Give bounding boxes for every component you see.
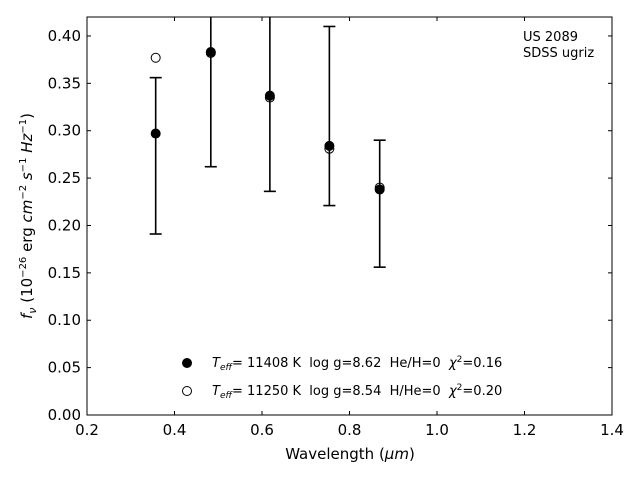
error-bars (149, 17, 386, 268)
filled-point-0 (150, 128, 161, 139)
x-tick-label-0: 0.2 (75, 421, 99, 439)
x-tick-labels: 0.2 0.4 0.6 0.8 1.0 1.2 1.4 (75, 421, 624, 439)
annotation: US 2089 SDSS ugriz (523, 30, 594, 61)
y-tick-label-8: 0.40 (48, 27, 81, 45)
x-tick-label-3: 0.8 (338, 421, 362, 439)
annotation-line-1: US 2089 (523, 30, 578, 45)
y-tick-labels: 0.00 0.05 0.10 0.15 0.20 0.25 0.30 0.35 0.40 (48, 27, 81, 424)
y-tick-label-4: 0.20 (48, 216, 81, 234)
x-axis-label: Wavelength (μm) (285, 445, 415, 463)
legend: Teff= 11408 K log g=8.62 He/H=0 χ2=0.16 … (182, 355, 502, 401)
legend-marker-open (182, 386, 192, 396)
data-markers (150, 47, 385, 195)
y-tick-label-3: 0.15 (48, 264, 81, 282)
y-tick-label-2: 0.10 (48, 311, 81, 329)
y-axis-label: fν (10−26 erg cm−2 s−1 Hz−1) (18, 113, 39, 319)
legend-entry-2: Teff= 11250 K log g=8.54 H/He=0 χ2=0.20 (212, 383, 502, 401)
x-tick-label-1: 0.4 (163, 421, 187, 439)
x-tick-label-5: 1.2 (513, 421, 537, 439)
y-tick-label-0: 0.00 (48, 406, 81, 424)
filled-point-1 (205, 47, 216, 58)
y-tick-label-5: 0.25 (48, 169, 81, 187)
annotation-line-2: SDSS ugriz (523, 46, 594, 61)
filled-point-4 (374, 184, 385, 195)
legend-marker-filled (182, 358, 192, 368)
y-tick-label-6: 0.30 (48, 122, 81, 140)
legend-entry-1: Teff= 11408 K log g=8.62 He/H=0 χ2=0.16 (212, 355, 502, 373)
plot-area (86, 16, 613, 416)
y-tick-label-1: 0.05 (48, 359, 81, 377)
x-tick-label-2: 0.6 (250, 421, 274, 439)
y-tick-label-7: 0.35 (48, 74, 81, 92)
tick-marks (86, 17, 613, 416)
x-tick-label-6: 1.4 (600, 421, 624, 439)
filled-point-3 (324, 140, 335, 151)
x-tick-label-4: 1.0 (425, 421, 449, 439)
filled-point-2 (264, 90, 275, 101)
open-point-0 (150, 52, 161, 63)
